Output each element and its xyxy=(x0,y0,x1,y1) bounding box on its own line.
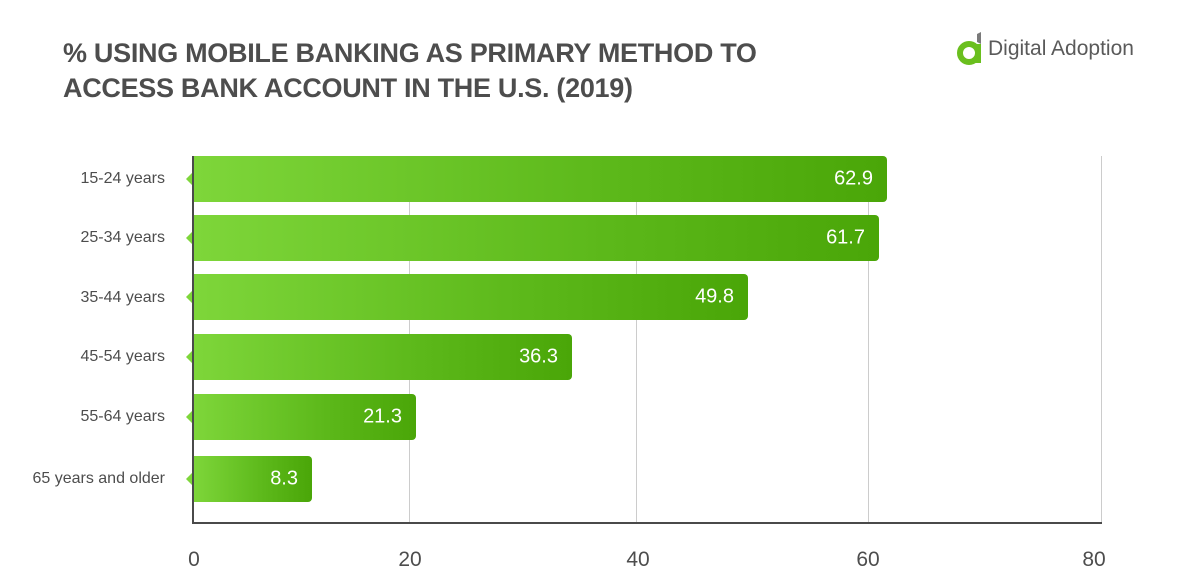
x-tick-label: 0 xyxy=(188,548,200,571)
bar-25-34: 61.7 xyxy=(186,215,879,261)
gridline-60 xyxy=(868,156,869,522)
bar-notch xyxy=(186,172,193,186)
gridline-40 xyxy=(636,156,637,522)
x-axis-line xyxy=(192,522,1102,524)
gridline-80 xyxy=(1101,156,1102,522)
x-tick-label: 40 xyxy=(626,548,650,571)
category-label: 15-24 years xyxy=(80,170,166,187)
bar-notch xyxy=(186,231,193,245)
logo-text: Digital Adoption xyxy=(988,37,1134,60)
chart-title: % USING MOBILE BANKING AS PRIMARY METHOD… xyxy=(63,36,757,106)
x-tick-label: 60 xyxy=(856,548,880,571)
category-label: 55-64 years xyxy=(80,408,166,425)
digital-adoption-logo-icon xyxy=(957,32,981,65)
x-tick-label: 20 xyxy=(398,548,422,571)
chart-title-line-1: % USING MOBILE BANKING AS PRIMARY METHOD… xyxy=(63,38,757,68)
y-axis-line xyxy=(192,156,194,523)
bar-value-label: 49.8 xyxy=(695,285,734,308)
bar-notch xyxy=(186,410,193,424)
category-label: 65 years and older xyxy=(32,470,165,487)
bar-value-label: 8.3 xyxy=(270,467,298,490)
category-label: 45-54 years xyxy=(80,348,166,365)
bar-value-label: 61.7 xyxy=(826,226,865,249)
bar-45-54: 36.3 xyxy=(186,334,572,380)
bar-notch xyxy=(186,350,193,364)
bar-value-label: 21.3 xyxy=(363,405,402,428)
bar-55-64: 21.3 xyxy=(186,394,416,440)
category-label: 35-44 years xyxy=(80,289,166,306)
brand-logo: Digital Adoption xyxy=(957,32,1134,66)
bar-value-label: 62.9 xyxy=(834,167,873,190)
x-tick-label: 80 xyxy=(1082,548,1106,571)
bar-35-44: 49.8 xyxy=(186,274,748,320)
chart-title-line-2: ACCESS BANK ACCOUNT IN THE U.S. (2019) xyxy=(63,73,633,103)
bar-65-plus: 8.3 xyxy=(186,456,312,502)
bar-15-24: 62.9 xyxy=(186,156,887,202)
bar-value-label: 36.3 xyxy=(519,345,558,368)
bar-notch xyxy=(186,472,193,486)
category-label: 25-34 years xyxy=(80,229,166,246)
bar-notch xyxy=(186,290,193,304)
